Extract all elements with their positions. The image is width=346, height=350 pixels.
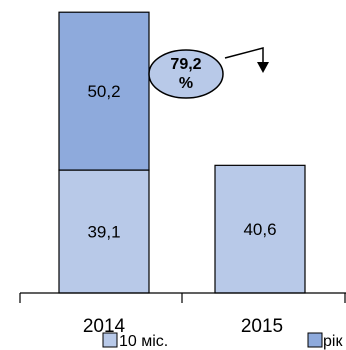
bars-group [58,11,306,294]
bar-2014-series-1 [58,11,150,171]
x-tick-label-2015: 2015 [241,316,283,337]
annotation-arrow-line [224,47,264,68]
data-label-2014-series-0: 39,1 [87,223,120,242]
annotation-ellipse [148,49,224,99]
legend: 10 міс. рік [102,332,343,350]
bar-2014-series-0 [58,169,150,294]
legend-label-rik: рік [323,333,343,350]
annotation-value: 79,2 [170,56,201,73]
segment-labels: 39,1 50,2 40,6 [87,82,276,241]
growth-annotation: 79,2 % [148,47,269,99]
data-label-2015-series-0: 40,6 [243,220,276,239]
legend-label-10-mis: 10 міс. [119,333,168,350]
bar-2015-series-0 [214,164,306,294]
annotation-arrowhead [257,62,269,73]
legend-swatch-rik [307,332,323,348]
data-label-2014-series-1: 50,2 [87,82,120,101]
legend-swatch-10-mis [102,332,118,348]
annotation-unit: % [179,75,193,92]
x-tick-label-2014: 2014 [83,316,126,337]
